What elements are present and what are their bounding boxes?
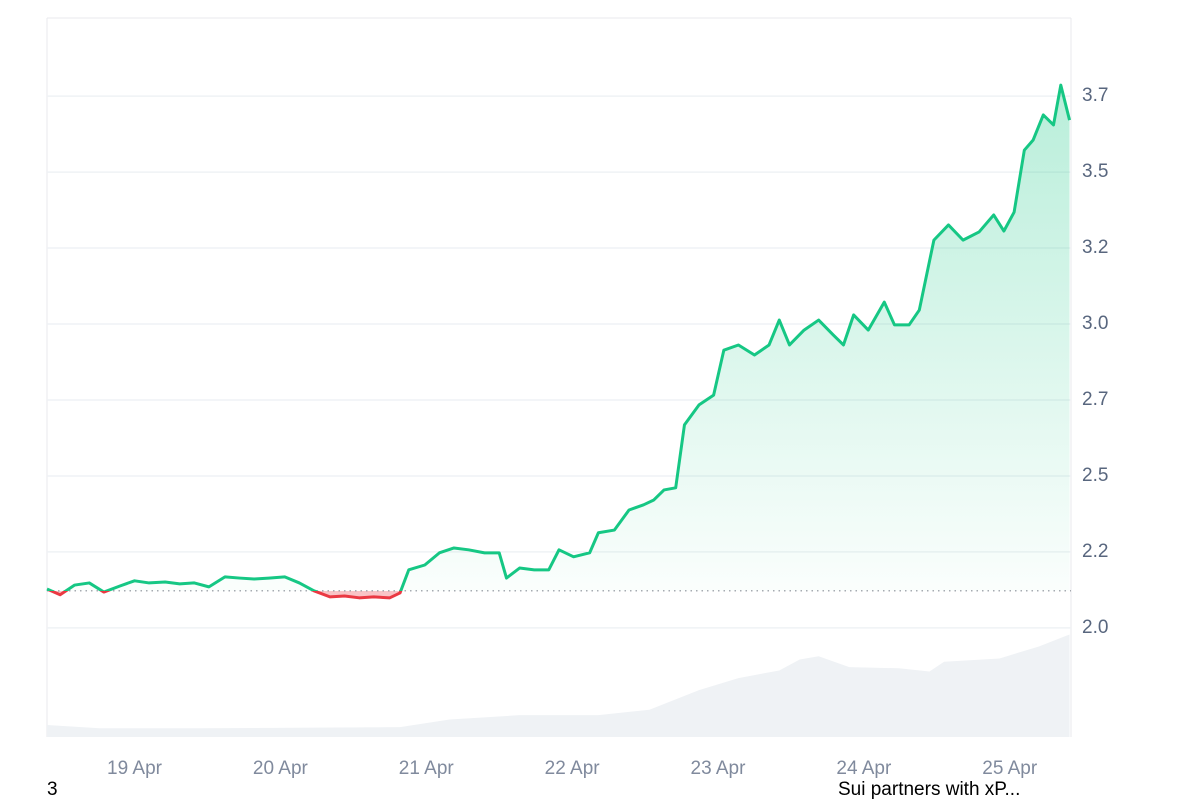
y-tick-label: 3.7 <box>1082 85 1108 106</box>
footer-right: Sui partners with xP... <box>838 779 1020 800</box>
y-tick-label: 2.7 <box>1082 389 1108 410</box>
y-tick-label: 3.5 <box>1082 161 1108 182</box>
y-tick-label: 3.2 <box>1082 237 1108 258</box>
footer-left: 3 <box>47 779 58 800</box>
x-tick-label: 24 Apr <box>836 758 892 779</box>
volume-area <box>47 634 1070 737</box>
y-tick-label: 2.2 <box>1082 541 1108 562</box>
y-tick-label: 3.0 <box>1082 313 1108 334</box>
y-tick-label: 2.0 <box>1082 617 1108 638</box>
price-area <box>47 85 1070 598</box>
x-tick-label: 22 Apr <box>545 758 601 779</box>
price-line <box>46 83 1071 600</box>
x-tick-label: 21 Apr <box>399 758 455 779</box>
x-tick-label: 25 Apr <box>982 758 1038 779</box>
y-tick-label: 2.5 <box>1082 465 1108 486</box>
x-tick-label: 20 Apr <box>253 758 309 779</box>
x-tick-label: 19 Apr <box>107 758 163 779</box>
x-tick-label: 23 Apr <box>691 758 747 779</box>
